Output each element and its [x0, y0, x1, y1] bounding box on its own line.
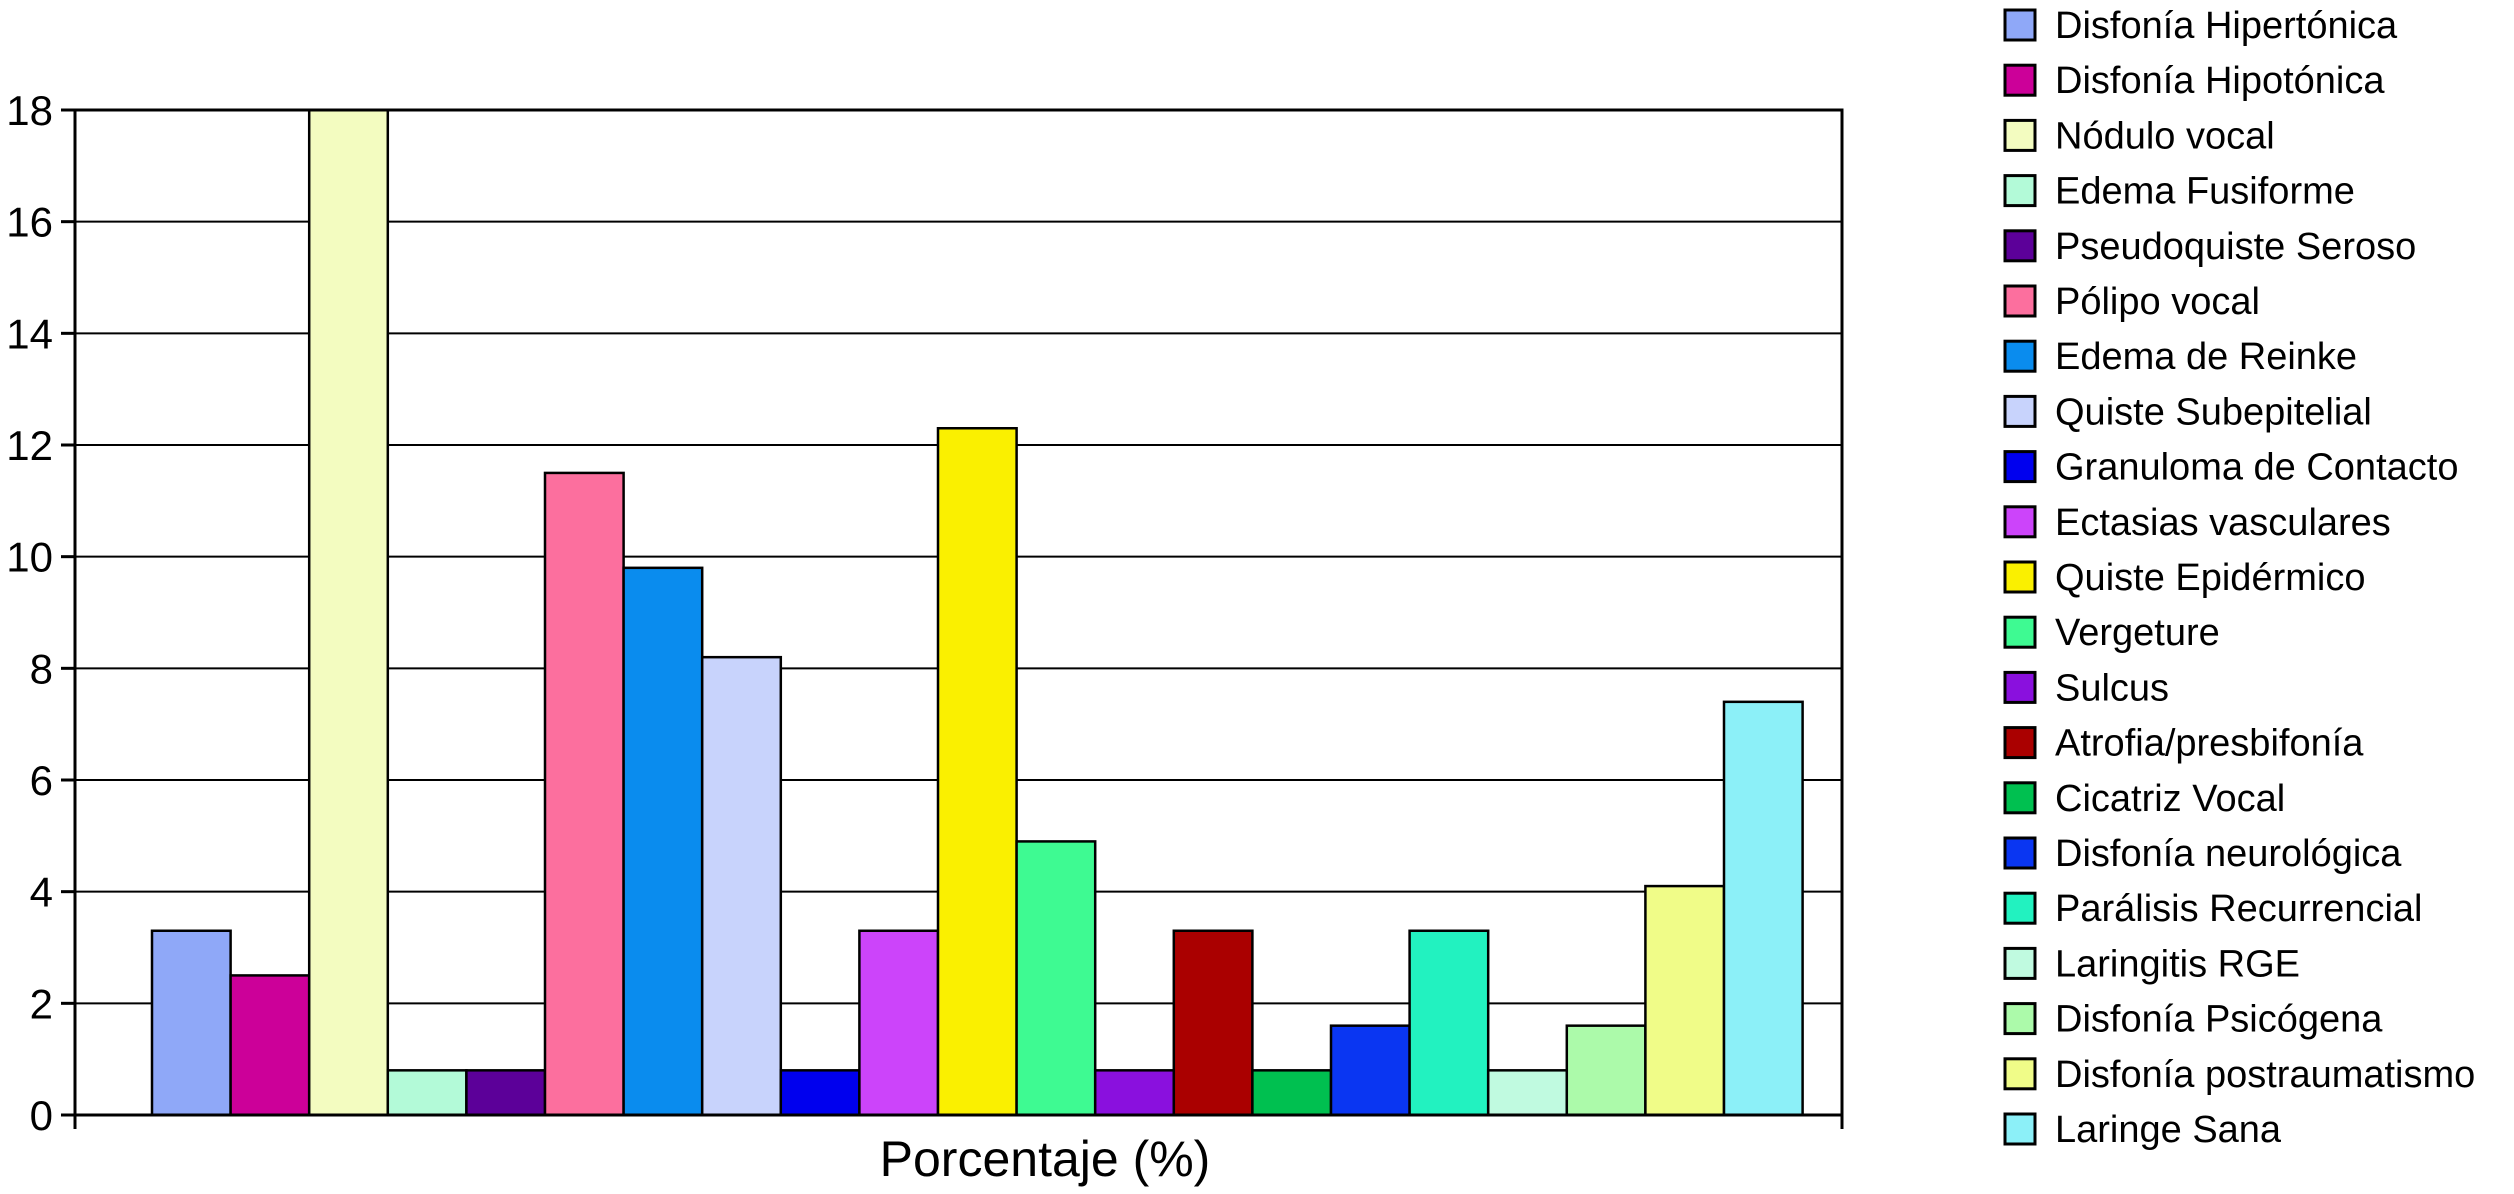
legend-label: Disfonía Hipertónica [2055, 5, 2398, 47]
y-tick-label: 0 [30, 1092, 53, 1139]
legend-swatch [2003, 1057, 2037, 1091]
legend-label: Disfonía neurológica [2055, 833, 2402, 875]
bar-cicatriz-vocal [1251, 1069, 1333, 1117]
legend-swatch [2003, 1112, 2037, 1146]
legend-swatch [2003, 450, 2037, 484]
legend-label: Pólipo vocal [2055, 281, 2260, 323]
bar-atrofia-presbifonia [1172, 929, 1254, 1117]
bar-disfonia-postraumatismo [1644, 884, 1726, 1117]
bar-pseudoquiste-seroso [465, 1069, 547, 1117]
bar-series [150, 108, 1804, 1117]
legend-swatch [2003, 891, 2037, 925]
legend-label: Nódulo vocal [2055, 115, 2275, 157]
legend-label: Atrofia/presbifonía [2055, 723, 2364, 765]
bar-laringe-sana [1722, 700, 1804, 1117]
bar-sulcus [1093, 1069, 1176, 1117]
legend-swatch [2003, 63, 2037, 97]
legend-label: Ectasias vasculares [2055, 502, 2391, 544]
bar-edema-fusiforme [386, 1069, 468, 1117]
legend-label: Parálisis Recurrencial [2055, 888, 2422, 930]
legend-label: Sulcus [2055, 667, 2169, 709]
legend-swatch [2003, 174, 2037, 208]
legend-label: Laringitis RGE [2055, 943, 2300, 985]
legend-label: Vergeture [2055, 612, 2220, 654]
legend-swatch [2003, 1002, 2037, 1036]
bar-polipo-vocal [543, 471, 625, 1117]
legend-swatch [2003, 118, 2037, 152]
legend-label: Cicatriz Vocal [2055, 778, 2285, 820]
legend-swatch [2003, 781, 2037, 815]
y-tick-label: 6 [30, 757, 53, 804]
bar-ectasias-vasculares [858, 929, 940, 1117]
x-axis-label: Porcentaje (%) [880, 1131, 1211, 1187]
bar-disfonia-neurologica [1329, 1024, 1411, 1117]
bar-disfonia-hipertonica [150, 929, 232, 1117]
legend-label: Disfonía postraumatismo [2055, 1054, 2475, 1096]
bar-granuloma-de-contacto [779, 1069, 861, 1117]
y-tick-labels: 0 2 4 6 8 10 12 14 16 18 [6, 87, 53, 1139]
legend-swatch [2003, 670, 2037, 704]
y-tick-label: 16 [6, 199, 53, 246]
y-tick-label: 2 [30, 980, 53, 1027]
legend-swatch [2003, 946, 2037, 980]
legend-label: Quiste Subepitelial [2055, 391, 2372, 433]
legend-swatch [2003, 229, 2037, 263]
bar-vergeture [1015, 840, 1097, 1117]
legend-swatch [2003, 615, 2037, 649]
legend-swatch [2003, 8, 2037, 42]
legend-label: Disfonía Psicógena [2055, 999, 2383, 1041]
axes [61, 108, 1844, 1129]
bar-quiste-subepitelial [700, 655, 783, 1117]
legend-label: Quiste Epidérmico [2055, 557, 2365, 599]
bar-quiste-epidermico [936, 427, 1018, 1117]
bar-nodulo-vocal [307, 108, 390, 1117]
legend-label: Granuloma de Contacto [2055, 447, 2458, 489]
legend-swatch [2003, 284, 2037, 318]
legend-swatch [2003, 726, 2037, 760]
y-tick-label: 12 [6, 422, 53, 469]
plot-frame [73, 108, 1844, 1117]
legend-swatch [2003, 505, 2037, 539]
legend-swatch [2003, 560, 2037, 594]
legend-label: Laringe Sana [2055, 1109, 2282, 1151]
bar-laringitis-rge [1486, 1069, 1569, 1117]
legend-label: Edema de Reinke [2055, 336, 2357, 378]
legend-label: Disfonía Hipotónica [2055, 60, 2385, 102]
y-tick-label: 14 [6, 310, 53, 357]
legend: Disfonía Hipertónica Disfonía Hipotónica N… [2003, 5, 2475, 1151]
legend-swatch [2003, 339, 2037, 373]
bar-edema-de-reinke [622, 566, 704, 1117]
legend-label: Edema Fusiforme [2055, 171, 2355, 213]
y-tick-label: 4 [30, 869, 53, 916]
legend-label: Pseudoquiste Seroso [2055, 226, 2416, 268]
bar-disfonia-hipotonica [229, 974, 311, 1117]
legend-swatch [2003, 394, 2037, 428]
y-tick-label: 18 [6, 87, 53, 134]
legend-swatch [2003, 836, 2037, 870]
y-tick-label: 8 [30, 645, 53, 692]
bar-paralisis-recurrencial [1408, 929, 1490, 1117]
bar-disfonia-psicogena [1565, 1024, 1647, 1117]
y-tick-label: 10 [6, 534, 53, 581]
